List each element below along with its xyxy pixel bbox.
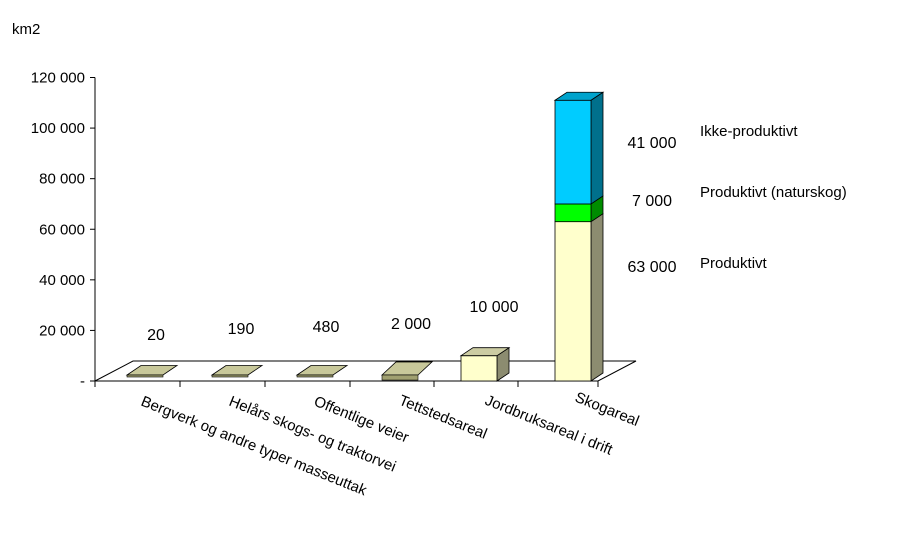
y-tick-label: 20 000	[39, 322, 85, 339]
bars	[125, 91, 605, 382]
bar-jordbruksareal-i-drift	[459, 346, 511, 382]
bar-jordbruksareal-i-drift-front	[460, 355, 498, 382]
bar-skogareal-ikke-produktivt	[553, 91, 605, 205]
x-axis-labels: Bergverk og andre typer masseuttakHelårs…	[139, 389, 642, 500]
value-label: 2 000	[391, 316, 431, 333]
bar-bergverk-og-andre-typer-masseuttak	[125, 365, 179, 378]
bar-skogareal-ikke-produktivt-top	[553, 91, 605, 101]
bar-tettstedsareal	[380, 361, 434, 381]
y-axis: - 20 000 40 000 60 000 80 000 100 000 120 000	[31, 70, 96, 390]
value-label: 190	[228, 321, 255, 338]
bar-skogareal-produktivt-naturskog-front	[554, 203, 592, 223]
stack-labels: 63 000 Produktivt 7 000 Produktivt (natursk…	[628, 123, 847, 276]
value-labels: 20 190 480 2 000 10 000	[147, 299, 518, 344]
y-tick-label: -	[80, 373, 85, 390]
y-tick-label: 60 000	[39, 221, 85, 238]
x-tick-label: Skogareal	[573, 389, 642, 430]
bar-tettstedsareal-front	[381, 374, 419, 381]
floor-plane	[94, 360, 637, 382]
y-tick-label: 80 000	[39, 171, 85, 188]
bar-tettstedsareal-top	[380, 361, 434, 376]
y-tick-label: 100 000	[31, 120, 85, 137]
bar-helars-skogs-og-traktorvei	[210, 365, 264, 378]
bar-skogareal-produktivt-front	[554, 221, 592, 382]
stack-name-label: Produktivt (naturskog)	[700, 184, 847, 201]
chart-floor	[94, 360, 637, 387]
bar-offentlige-veier-front	[296, 374, 334, 378]
y-tick-label: 120 000	[31, 70, 85, 87]
bar-jordbruksareal-i-drift-top	[459, 347, 511, 357]
y-axis-label: km2	[12, 21, 40, 38]
stack-value-label: 41 000	[628, 135, 677, 152]
value-label: 480	[313, 319, 340, 336]
bar-skogareal-ikke-produktivt-side	[590, 91, 604, 205]
bar-bergverk-og-andre-typer-masseuttak-front	[126, 374, 164, 378]
bar-offentlige-veier-top	[295, 365, 349, 376]
stack-value-label: 7 000	[632, 193, 672, 210]
stack-value-label: 63 000	[628, 259, 677, 276]
bar-helars-skogs-og-traktorvei-top	[210, 365, 264, 376]
bar-helars-skogs-og-traktorvei-front	[211, 374, 249, 378]
bar-skogareal-produktivt-side	[590, 212, 604, 382]
bar-offentlige-veier	[295, 365, 349, 378]
bar-bergverk-og-andre-typer-masseuttak-top	[125, 365, 179, 376]
y-tick-label: 40 000	[39, 272, 85, 289]
value-label: 10 000	[470, 299, 519, 316]
x-tick-label: Tettstedsareal	[397, 392, 490, 443]
stack-name-label: Ikke-produktivt	[700, 123, 798, 140]
bar-skogareal-ikke-produktivt-front	[554, 99, 592, 205]
value-label: 20	[147, 327, 165, 344]
stack-name-label: Produktivt	[700, 255, 768, 272]
bar-skogareal-produktivt	[554, 212, 604, 382]
